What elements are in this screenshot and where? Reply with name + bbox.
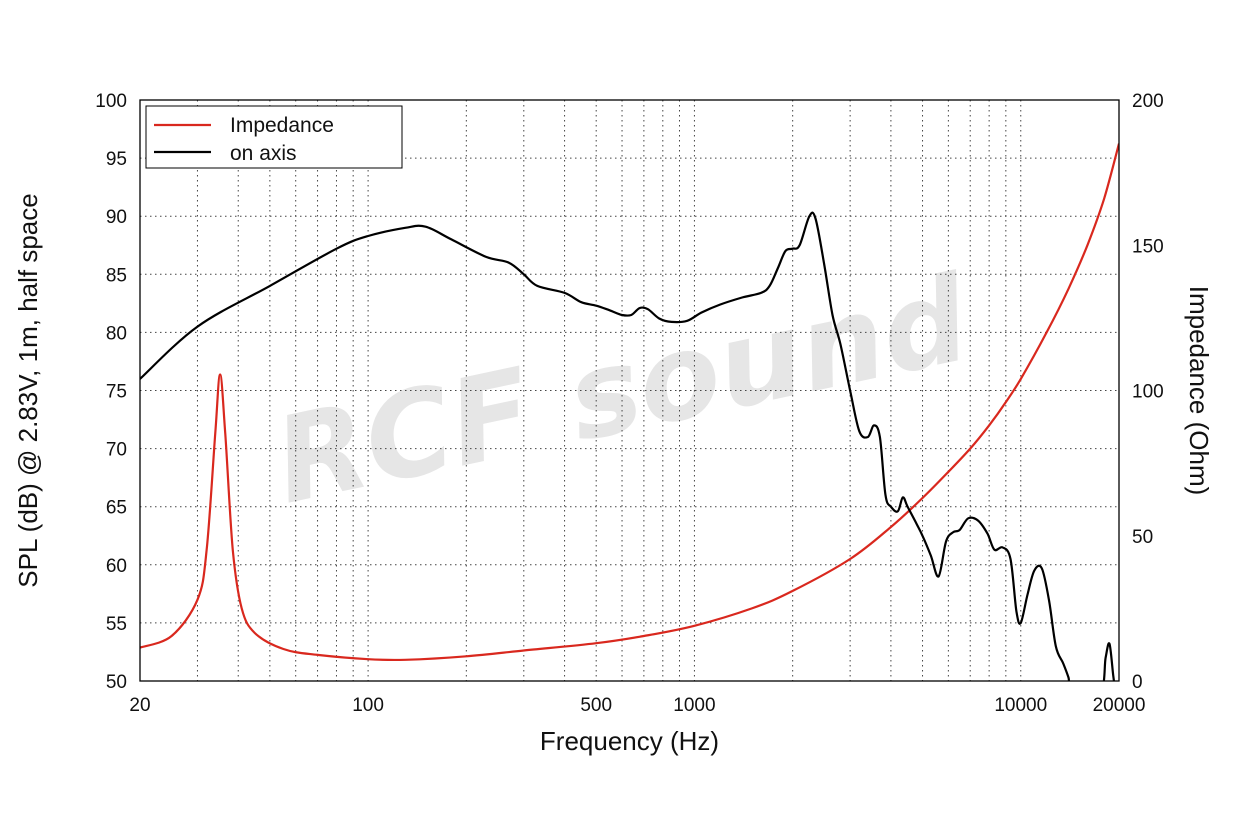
y-tick-label: 75	[106, 382, 127, 403]
y-tick-label: 55	[106, 614, 127, 635]
legend-label-impedance: Impedance	[230, 114, 334, 137]
x-axis-title: Frequency (Hz)	[540, 726, 719, 756]
y-tick-label: 70	[106, 440, 127, 461]
x-tick-label: 20000	[1093, 695, 1146, 716]
legend-label-on-axis: on axis	[230, 142, 297, 165]
grid	[140, 100, 1119, 681]
series-line-impedance	[140, 143, 1119, 662]
y2-tick-label: 0	[1132, 672, 1143, 693]
y-tick-label: 80	[106, 323, 127, 344]
y-tick-label: 60	[106, 556, 127, 577]
legend: Impedance on axis	[145, 105, 403, 169]
y-tick-label: 85	[106, 265, 127, 286]
y2-tick-label: 50	[1132, 527, 1153, 548]
x-tick-label: 1000	[673, 695, 715, 716]
y-tick-label: 100	[95, 91, 127, 112]
y2-tick-label: 200	[1132, 91, 1164, 112]
x-tick-label: 10000	[994, 695, 1047, 716]
legend-box	[145, 105, 403, 169]
y-tick-label: 65	[106, 498, 127, 519]
plot-frame	[139, 99, 1120, 682]
tick-labels: 20 100 500 1000 10000 20000505560657075808590…	[95, 91, 1163, 716]
y2-tick-label: 150	[1132, 236, 1164, 257]
x-tick-label: 100	[352, 695, 384, 716]
x-tick-label: 500	[580, 695, 612, 716]
y2-axis-title: Impedance (Ohm)	[1184, 286, 1214, 496]
series-line-on-axis	[140, 211, 1116, 681]
y2-tick-label: 100	[1132, 382, 1164, 403]
y-tick-label: 95	[106, 149, 127, 170]
y-tick-label: 90	[106, 207, 127, 228]
x-tick-label: 20	[129, 695, 150, 716]
y-axis-title: SPL (dB) @ 2.83V, 1m, half space	[13, 193, 43, 587]
series-layer	[140, 143, 1119, 681]
y-tick-label: 50	[106, 672, 127, 693]
